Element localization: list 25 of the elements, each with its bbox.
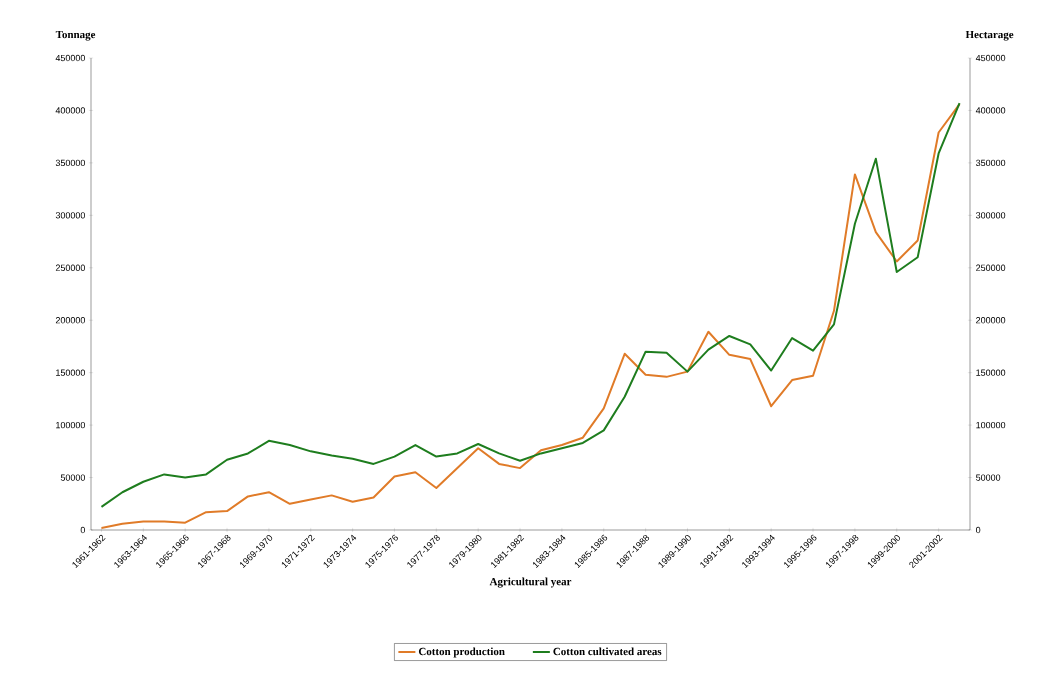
- y-tick-label: 0: [80, 526, 86, 534]
- y2-tick-label: 0: [976, 526, 981, 534]
- x-axis-title: Agricultural year: [489, 577, 572, 588]
- y2-tick-label: 100000: [976, 421, 1006, 429]
- legend-label: Cotton production: [418, 647, 505, 658]
- y2-tick-label: 50000: [976, 474, 1001, 481]
- y2-axis-title: Hectarage: [965, 30, 1014, 41]
- y-tick-label: 450000: [55, 54, 85, 62]
- y2-tick-label: 200000: [976, 317, 1006, 324]
- y-tick-label: 150000: [56, 369, 85, 376]
- y-tick-label: 350000: [55, 159, 85, 167]
- y-tick-label: 50000: [60, 474, 85, 481]
- y2-tick-label: 250000: [976, 264, 1006, 271]
- y-axis-title: Tonnage: [55, 30, 96, 41]
- legend-label: Cotton cultivated areas: [553, 647, 662, 656]
- y-tick-label: 200000: [55, 317, 85, 324]
- y2-tick-label: 350000: [976, 159, 1006, 167]
- y2-tick-label: 150000: [976, 369, 1006, 376]
- y-tick-label: 300000: [55, 212, 85, 219]
- y2-tick-label: 300000: [976, 212, 1006, 219]
- y-tick-label: 100000: [56, 421, 85, 429]
- y-tick-label: 250000: [55, 264, 85, 271]
- y-tick-label: 400000: [55, 107, 85, 114]
- y2-tick-label: 400000: [975, 107, 1006, 114]
- y2-tick-label: 450000: [975, 54, 1006, 62]
